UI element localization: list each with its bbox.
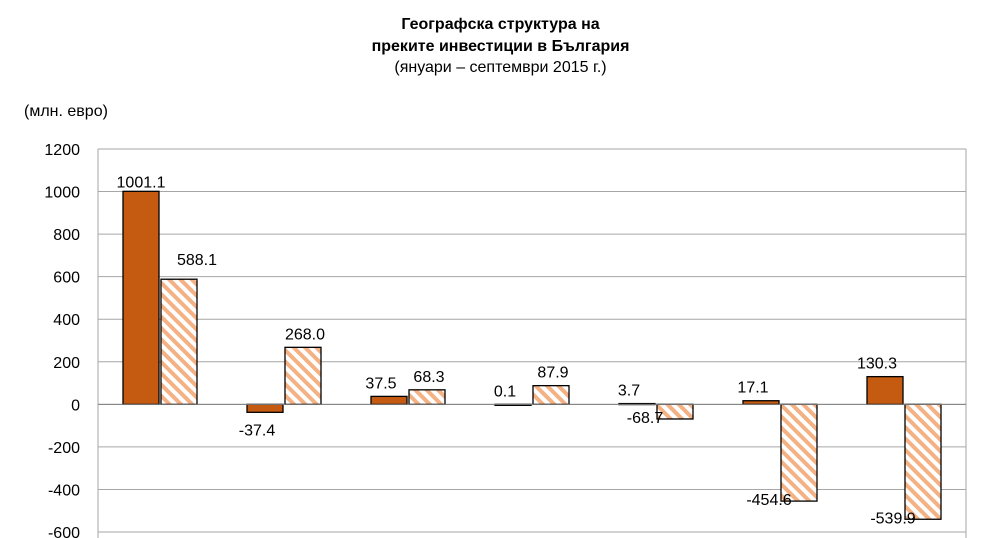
data-label-series-1: -37.4	[239, 422, 276, 439]
chart-subtitle: (януари – септември 2015 г.)	[394, 59, 607, 76]
y-tick-label: 400	[53, 312, 80, 329]
y-tick-label: 200	[53, 355, 80, 372]
y-tick-label: 1000	[44, 185, 80, 202]
y-tick-label: 600	[53, 270, 80, 287]
data-label-series-1: 130.3	[857, 356, 897, 373]
y-tick-label: 1200	[44, 142, 80, 159]
bar-series-2	[160, 278, 198, 406]
bars	[98, 190, 966, 520]
y-tick-label: -400	[48, 482, 80, 499]
bar-series-2	[408, 389, 446, 406]
bar-series-2	[780, 403, 818, 502]
data-label-series-1: 0.1	[494, 383, 516, 400]
data-label-series-1: 1001.1	[117, 174, 166, 191]
data-label-series-1: 37.5	[365, 375, 396, 392]
y-tick-label: -200	[48, 440, 80, 457]
bar-series-2	[904, 403, 942, 520]
data-label-series-2: -68.7	[627, 410, 664, 427]
y-axis-ticks: 1200 1000 800 600 400 200 0 -200 -400 -600	[44, 142, 80, 538]
data-label-series-2: 268.0	[285, 326, 325, 343]
bar-series-1	[866, 375, 904, 406]
y-tick-label: 800	[53, 227, 80, 244]
chart-title-line-1: Географска структура на	[401, 16, 600, 33]
bar-series-2	[532, 385, 570, 406]
data-labels: 1001.1 -37.4 37.5 0.1 3.7 17.1 130.3 588.1 268.0…	[117, 174, 916, 527]
bar-series-2	[284, 346, 322, 406]
data-label-series-1: 3.7	[618, 383, 640, 400]
y-tick-label: -600	[48, 525, 80, 538]
grid-lines	[97, 148, 967, 538]
bar-series-1	[370, 395, 408, 406]
chart-title-line-2: преките инвестиции в България	[371, 38, 630, 55]
data-label-series-2: -454.6	[746, 492, 791, 509]
y-tick-label: 0	[71, 397, 80, 414]
bar-series-1	[122, 190, 160, 406]
data-label-series-2: 87.9	[537, 365, 568, 382]
data-label-series-2: -539.9	[870, 510, 915, 527]
data-label-series-2: 588.1	[177, 252, 217, 269]
y-axis-unit-label: (млн. евро)	[24, 103, 108, 120]
bar-series-1	[742, 400, 780, 406]
bar-series-1	[246, 403, 284, 413]
data-label-series-1: 17.1	[737, 380, 768, 397]
data-label-series-2: 68.3	[413, 369, 444, 386]
